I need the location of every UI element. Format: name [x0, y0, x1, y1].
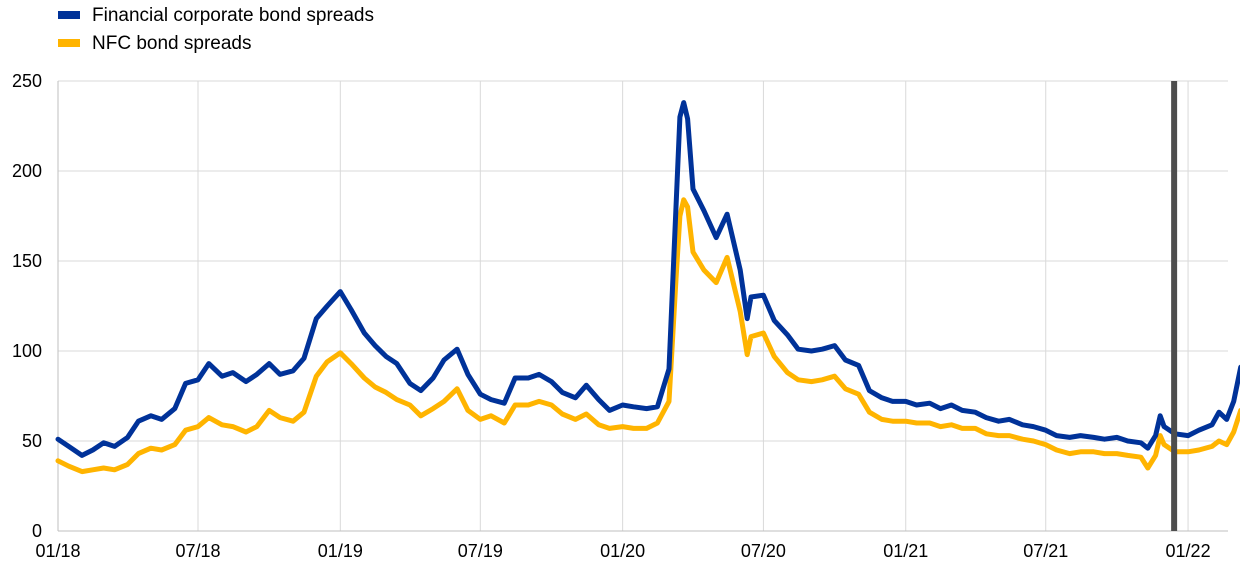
legend-label-financial: Financial corporate bond spreads [92, 5, 374, 26]
series-line [55, 100, 1240, 458]
x-tick-label: 07/20 [741, 541, 786, 561]
series-lines [55, 100, 1240, 475]
x-axis-labels: 01/18 07/18 01/19 07/19 01/20 07/20 01/21 07/21… [35, 541, 1210, 561]
y-tick-label: 50 [22, 431, 42, 451]
y-axis-labels: 0 50 100 150 200 250 [12, 71, 42, 541]
x-tick-label: 01/20 [600, 541, 645, 561]
series-line [55, 197, 1240, 475]
y-tick-label: 0 [32, 521, 42, 541]
y-tick-label: 100 [12, 341, 42, 361]
x-tick-label: 01/21 [883, 541, 928, 561]
x-tick-label: 01/22 [1166, 541, 1211, 561]
legend-swatch-financial [58, 11, 80, 19]
legend: Financial corporate bond spreads NFC bon… [58, 5, 374, 54]
x-tick-label: 01/19 [318, 541, 363, 561]
y-tick-label: 150 [12, 251, 42, 271]
x-tick-label: 07/19 [458, 541, 503, 561]
legend-label-nfc: NFC bond spreads [92, 33, 251, 54]
legend-swatch-nfc [58, 39, 80, 47]
y-tick-label: 250 [12, 71, 42, 91]
x-tick-label: 07/21 [1023, 541, 1068, 561]
y-tick-label: 200 [12, 161, 42, 181]
grid [57, 80, 1228, 532]
x-tick-label: 07/18 [175, 541, 220, 561]
x-tick-label: 01/18 [35, 541, 80, 561]
